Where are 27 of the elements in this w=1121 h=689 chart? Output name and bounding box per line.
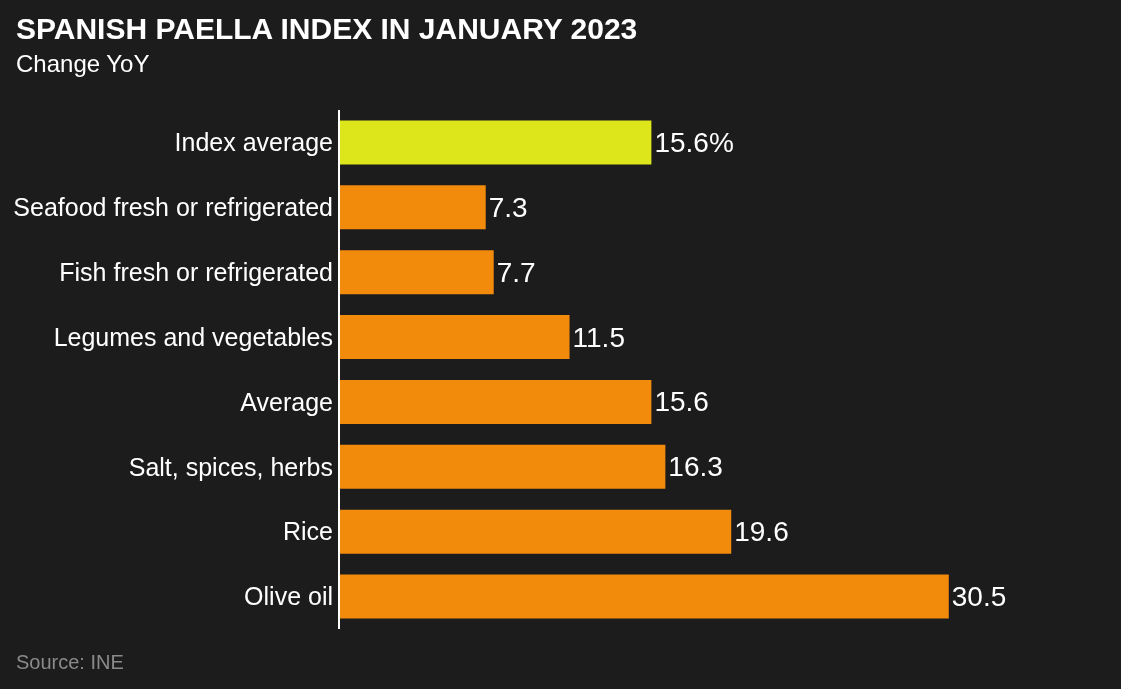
source-note: Source: INE xyxy=(16,651,124,673)
y-tick-label: Olive oil xyxy=(244,582,333,611)
data-label: 11.5 xyxy=(572,321,625,353)
chart-title: SPANISH PAELLA INDEX IN JANUARY 2023 xyxy=(16,12,638,45)
bar xyxy=(340,315,570,360)
data-label: 15.6 xyxy=(654,386,709,418)
y-tick-label: Rice xyxy=(282,517,333,546)
data-label: 7.3 xyxy=(488,191,528,223)
bar xyxy=(340,444,666,489)
text: Change YoY xyxy=(16,50,150,77)
y-tick-label: Fish fresh or refrigerated xyxy=(59,257,333,286)
bar xyxy=(340,509,732,554)
y-tick-label: Index average xyxy=(174,128,333,157)
data-label: 16.3 xyxy=(668,451,723,483)
data-label: 30.5 xyxy=(951,581,1007,613)
y-tick-label: Average xyxy=(240,387,333,416)
bar xyxy=(340,250,494,295)
bar xyxy=(340,120,652,165)
bar xyxy=(340,379,652,424)
y-tick-label: Salt, spices, herbs xyxy=(128,452,333,481)
y-tick-label: Seafood fresh or refrigerated xyxy=(13,193,333,222)
data-label: 7.7 xyxy=(496,256,536,288)
data-label: 15.6% xyxy=(654,126,734,158)
y-tick-label: Legumes and vegetables xyxy=(53,322,333,351)
bar xyxy=(340,574,949,619)
data-label: 19.6 xyxy=(734,516,789,548)
bar xyxy=(340,185,486,230)
